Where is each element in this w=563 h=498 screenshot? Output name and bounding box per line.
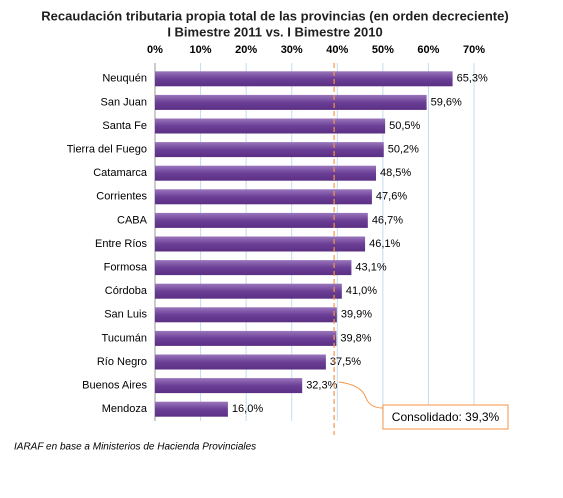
chart-subtitle: I Bimestre 2011 vs. I Bimestre 2010 xyxy=(167,24,382,39)
y-tick-label: Catamarca xyxy=(93,167,148,179)
y-tick-label: Tierra del Fuego xyxy=(67,144,147,156)
y-tick-label: San Juan xyxy=(101,96,147,108)
bar xyxy=(155,94,427,110)
x-tick-label: 50% xyxy=(372,44,394,56)
bar xyxy=(155,212,368,228)
bar xyxy=(155,401,228,417)
x-tick-label: 30% xyxy=(281,44,303,56)
bar xyxy=(155,189,372,205)
y-tick-label: Santa Fe xyxy=(102,120,147,132)
bar xyxy=(155,142,384,158)
annotation-label: Consolidado: 39,3% xyxy=(392,410,500,424)
y-tick-label: CABA xyxy=(117,214,148,226)
y-tick-label: Córdoba xyxy=(105,285,148,297)
y-tick-label: Formosa xyxy=(104,262,148,274)
bar xyxy=(155,71,453,87)
bar xyxy=(155,165,377,181)
x-tick-label: 0% xyxy=(147,44,163,56)
value-label: 43,1% xyxy=(355,262,386,274)
x-tick-label: 10% xyxy=(190,44,212,56)
value-label: 39,8% xyxy=(340,332,371,344)
value-label: 41,0% xyxy=(346,285,377,297)
y-tick-label: Río Negro xyxy=(97,356,147,368)
x-tick-label: 40% xyxy=(326,44,348,56)
chart-title: Recaudación tributaria propia total de l… xyxy=(41,8,508,23)
value-label: 46,1% xyxy=(369,238,400,250)
y-tick-label: San Luis xyxy=(104,309,147,321)
value-label: 50,2% xyxy=(388,144,419,156)
source-note: IARAF en base a Ministerios de Hacienda … xyxy=(14,442,256,453)
value-label: 65,3% xyxy=(457,73,488,85)
y-tick-label: Entre Ríos xyxy=(95,238,147,250)
value-label: 39,9% xyxy=(341,309,372,321)
value-label: 59,6% xyxy=(431,96,462,108)
bar xyxy=(155,330,337,346)
annotation-box xyxy=(382,404,509,430)
bar xyxy=(155,236,366,252)
x-tick-label: 60% xyxy=(417,44,439,56)
y-tick-label: Corrientes xyxy=(96,191,147,203)
value-label: 47,6% xyxy=(376,191,407,203)
y-tick-label: Mendoza xyxy=(102,403,148,415)
y-tick-label: Neuquén xyxy=(102,73,147,85)
value-label: 46,7% xyxy=(372,214,403,226)
bar xyxy=(155,118,386,134)
bar xyxy=(155,378,303,394)
bar xyxy=(155,283,342,299)
value-label: 48,5% xyxy=(380,167,411,179)
bar xyxy=(155,354,326,370)
annotation-connector xyxy=(338,381,384,409)
bar xyxy=(155,260,352,276)
value-label: 16,0% xyxy=(232,403,263,415)
y-tick-label: Tucumán xyxy=(102,332,147,344)
value-label: 37,5% xyxy=(330,356,361,368)
bar xyxy=(155,307,337,323)
value-label: 32,3% xyxy=(306,380,337,392)
value-label: 50,5% xyxy=(389,120,420,132)
y-tick-label: Buenos Aires xyxy=(82,380,147,392)
x-tick-label: 70% xyxy=(463,44,485,56)
x-tick-label: 20% xyxy=(235,44,257,56)
